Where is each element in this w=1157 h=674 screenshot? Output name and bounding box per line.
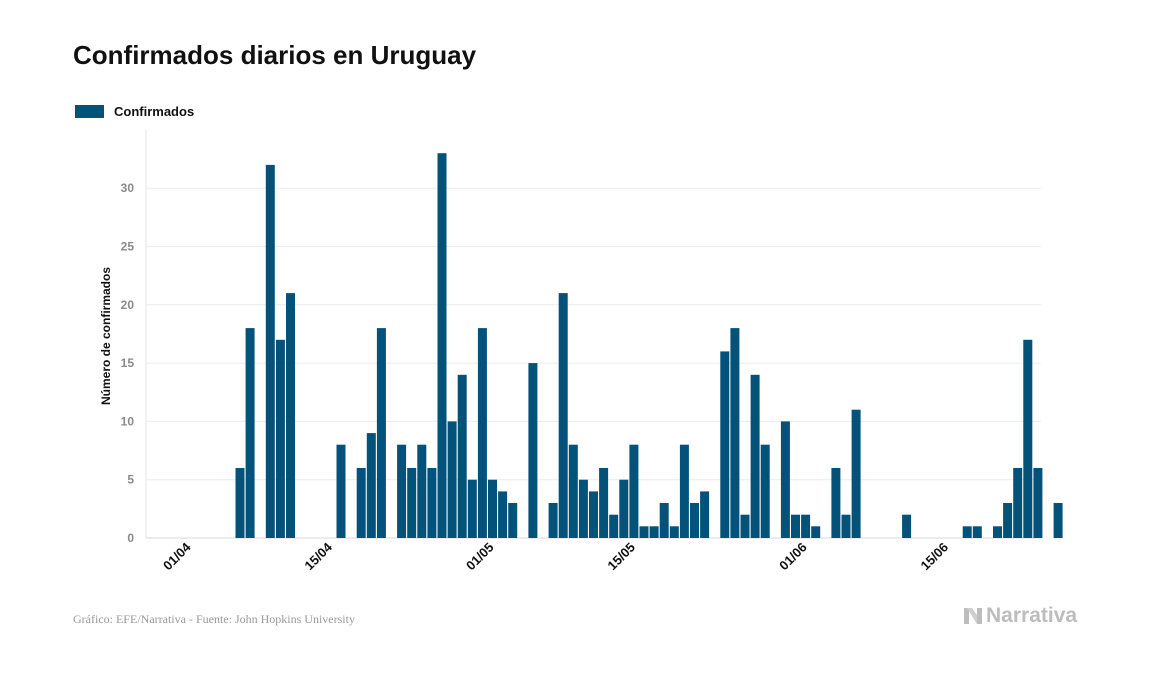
bar bbox=[629, 444, 639, 538]
bar bbox=[1013, 468, 1023, 538]
legend-swatch bbox=[75, 105, 104, 118]
bar bbox=[265, 164, 275, 538]
bar bbox=[760, 444, 770, 538]
bar bbox=[831, 468, 841, 538]
bar bbox=[528, 363, 538, 538]
bar bbox=[690, 503, 699, 538]
y-tick-label: 5 bbox=[127, 473, 134, 487]
bar bbox=[730, 328, 740, 538]
y-tick-label: 30 bbox=[121, 181, 135, 195]
bar bbox=[245, 328, 255, 538]
bar bbox=[619, 479, 629, 538]
bar bbox=[498, 491, 508, 538]
bar bbox=[599, 468, 609, 538]
bar bbox=[649, 526, 659, 538]
narrativa-logo-icon bbox=[964, 608, 982, 624]
chart-title: Confirmados diarios en Uruguay bbox=[73, 40, 477, 70]
bar bbox=[1023, 339, 1033, 538]
y-tick-label: 10 bbox=[121, 414, 135, 428]
bar bbox=[336, 444, 346, 538]
bar bbox=[417, 444, 427, 538]
bar bbox=[609, 514, 619, 538]
bar bbox=[568, 444, 578, 538]
brand-name: Narrativa bbox=[986, 604, 1078, 627]
y-tick-label: 15 bbox=[121, 356, 135, 370]
bar bbox=[962, 526, 972, 538]
bar bbox=[700, 491, 710, 538]
bar bbox=[275, 339, 285, 538]
bar bbox=[1033, 468, 1043, 538]
bar bbox=[902, 514, 912, 538]
bar bbox=[841, 514, 851, 538]
x-tick-label: 15/05 bbox=[604, 540, 638, 574]
bar bbox=[578, 479, 588, 538]
bar bbox=[376, 328, 386, 538]
bar bbox=[1053, 503, 1063, 538]
x-tick-label: 01/05 bbox=[463, 540, 497, 574]
bar bbox=[397, 444, 407, 538]
bar bbox=[750, 374, 760, 538]
bar bbox=[639, 526, 649, 538]
bar bbox=[366, 433, 376, 538]
x-tick-label: 01/06 bbox=[776, 540, 810, 574]
bar bbox=[488, 479, 497, 538]
y-tick-label: 25 bbox=[121, 240, 135, 254]
bar bbox=[801, 514, 811, 538]
bar bbox=[780, 421, 790, 538]
bar bbox=[558, 293, 568, 538]
legend-label: Confirmados bbox=[114, 104, 195, 119]
bar bbox=[589, 491, 598, 538]
y-tick-label: 0 bbox=[127, 531, 134, 545]
bar bbox=[669, 526, 679, 538]
bar bbox=[811, 526, 821, 538]
bar bbox=[508, 503, 518, 538]
bar bbox=[740, 514, 750, 538]
brand-logo: Narrativa bbox=[963, 604, 1077, 628]
bar bbox=[993, 526, 1002, 538]
bar bbox=[447, 421, 457, 538]
bar bbox=[791, 514, 800, 538]
bar bbox=[427, 468, 437, 538]
bar bbox=[679, 444, 689, 538]
bar bbox=[851, 409, 861, 538]
x-tick-label: 15/04 bbox=[301, 539, 335, 573]
x-tick-label: 01/04 bbox=[160, 539, 194, 573]
bar bbox=[972, 526, 982, 538]
legend: Confirmados bbox=[75, 104, 194, 119]
y-axis-title: Número de confirmados bbox=[99, 267, 113, 405]
bar bbox=[548, 503, 558, 538]
bar bbox=[457, 374, 467, 538]
bar bbox=[477, 328, 487, 538]
bar bbox=[286, 293, 295, 538]
y-tick-label: 20 bbox=[121, 298, 135, 312]
bar bbox=[659, 503, 669, 538]
bar bbox=[1003, 503, 1013, 538]
bar bbox=[356, 468, 366, 538]
bar bbox=[235, 468, 245, 538]
bar bbox=[720, 351, 730, 538]
bar bbox=[467, 479, 477, 538]
source-footer: Gráfico: EFE/Narrativa - Fuente: John Ho… bbox=[73, 612, 355, 626]
bar bbox=[437, 153, 447, 538]
bar bbox=[407, 468, 417, 538]
x-tick-label: 15/06 bbox=[918, 540, 952, 574]
